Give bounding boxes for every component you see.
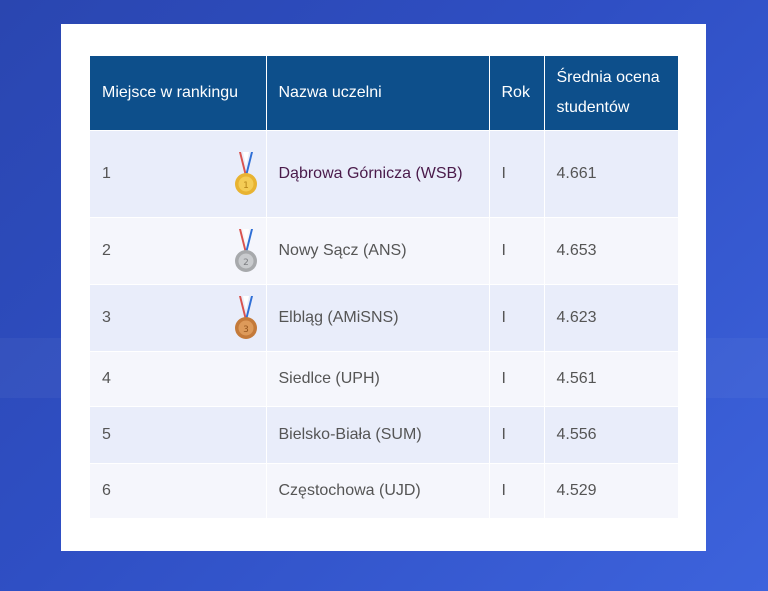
university-name: Nowy Sącz (ANS) bbox=[266, 217, 490, 285]
header-name: Nazwa uczelni bbox=[266, 56, 490, 131]
table-row: 6 Częstochowa (UJD) I 4.529 bbox=[90, 463, 678, 518]
silver-medal-icon: 2 bbox=[234, 229, 257, 272]
university-name[interactable]: Dąbrowa Górnicza (WSB) bbox=[266, 130, 490, 218]
score-cell: 4.661 bbox=[544, 130, 678, 218]
table-header-row: Miejsce w rankingu Nazwa uczelni Rok Śre… bbox=[90, 56, 678, 131]
table-row: 5 Bielsko-Biała (SUM) I 4.556 bbox=[90, 406, 678, 464]
place-cell: 1 1 bbox=[90, 130, 267, 218]
table-row: 1 1 Dąbrowa Górnicza (WSB) I 4.661 bbox=[90, 130, 678, 218]
score-cell: 4.556 bbox=[544, 406, 678, 464]
header-year: Rok bbox=[489, 56, 545, 131]
university-name: Bielsko-Biała (SUM) bbox=[266, 406, 490, 464]
svg-text:1: 1 bbox=[243, 181, 249, 191]
year-cell: I bbox=[489, 284, 545, 352]
year-cell: I bbox=[489, 351, 545, 407]
university-name: Częstochowa (UJD) bbox=[266, 463, 490, 518]
year-cell: I bbox=[489, 406, 545, 464]
svg-text:3: 3 bbox=[243, 325, 249, 335]
header-score: Średnia ocena studentów bbox=[544, 56, 678, 131]
university-name: Elbląg (AMiSNS) bbox=[266, 284, 490, 352]
year-cell: I bbox=[489, 217, 545, 285]
gold-medal-icon: 1 bbox=[234, 152, 257, 195]
table-row: 4 Siedlce (UPH) I 4.561 bbox=[90, 351, 678, 407]
place-value: 6 bbox=[102, 482, 111, 499]
score-cell: 4.623 bbox=[544, 284, 678, 352]
bronze-medal-icon: 3 bbox=[234, 296, 257, 339]
place-cell: 5 bbox=[90, 406, 267, 464]
score-cell: 4.529 bbox=[544, 463, 678, 518]
ranking-table: Miejsce w rankingu Nazwa uczelni Rok Śre… bbox=[90, 56, 678, 518]
place-value: 3 bbox=[102, 309, 111, 326]
place-value: 1 bbox=[102, 165, 111, 182]
place-cell: 6 bbox=[90, 463, 267, 518]
ranking-card: Miejsce w rankingu Nazwa uczelni Rok Śre… bbox=[61, 24, 706, 551]
university-name: Siedlce (UPH) bbox=[266, 351, 490, 407]
year-cell: I bbox=[489, 463, 545, 518]
table-row: 3 3 Elbląg (AMiSNS) I 4.623 bbox=[90, 284, 678, 352]
score-cell: 4.561 bbox=[544, 351, 678, 407]
place-cell: 2 2 bbox=[90, 217, 267, 285]
place-cell: 3 3 bbox=[90, 284, 267, 352]
year-cell: I bbox=[489, 130, 545, 218]
place-value: 4 bbox=[102, 370, 111, 387]
header-place: Miejsce w rankingu bbox=[90, 56, 267, 131]
place-value: 5 bbox=[102, 426, 111, 443]
table-row: 2 2 Nowy Sącz (ANS) I 4.653 bbox=[90, 217, 678, 285]
score-cell: 4.653 bbox=[544, 217, 678, 285]
place-cell: 4 bbox=[90, 351, 267, 407]
svg-text:2: 2 bbox=[243, 258, 249, 268]
place-value: 2 bbox=[102, 242, 111, 259]
